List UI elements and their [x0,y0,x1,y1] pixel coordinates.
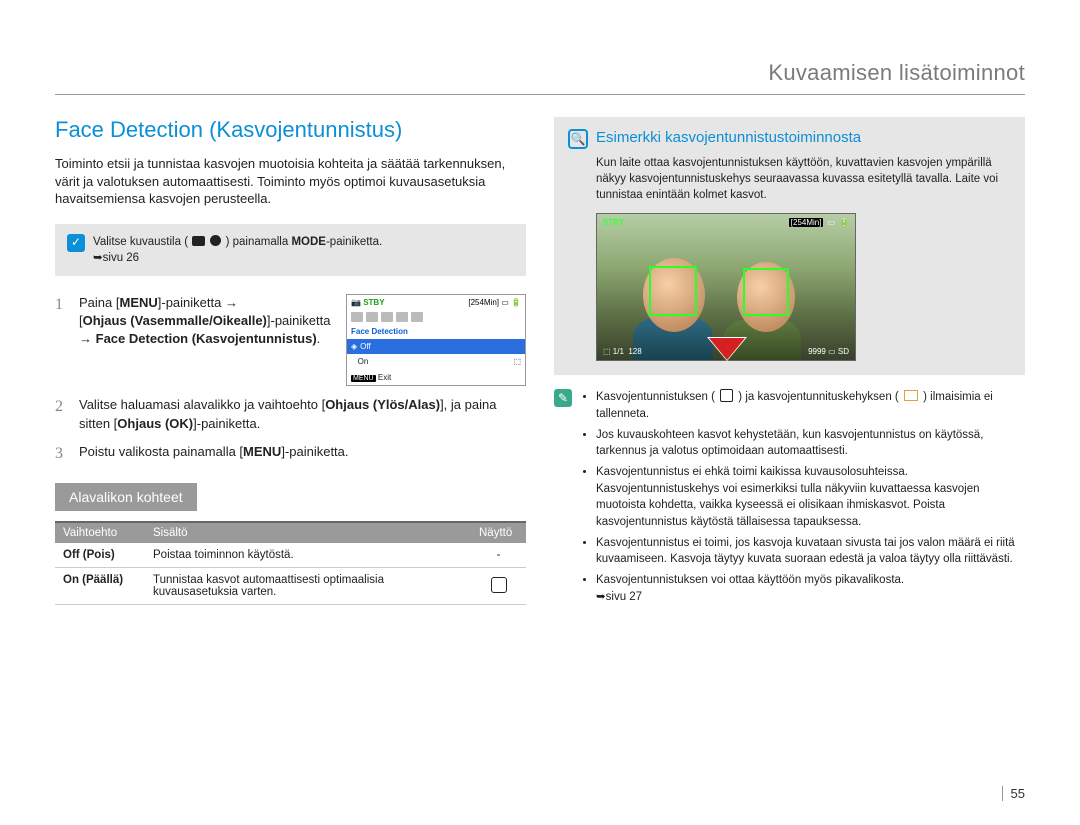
camera-menu-mock: 📷 STBY [254Min] ▭ 🔋 Face Detection ◈ Off… [346,294,526,387]
options-table: Vaihtoehto Sisältö Näyttö Off (Pois) Poi… [55,521,526,605]
step-text: Valitse haluamasi alavalikko ja vaihtoeh… [79,396,526,432]
info-bullet: Kasvojentunnistus ei toimi, jos kasvoja … [596,535,1025,568]
col-display: Näyttö [471,522,526,543]
section-title: Kuvaamisen lisätoiminnot [55,60,1025,95]
info-box: ✎ Kasvojentunnistuksen ( ) ja kasvojentu… [554,389,1025,609]
col-option: Vaihtoehto [55,522,145,543]
note-icon: ✎ [554,389,572,407]
step-text: Paina [MENU]-painiketta → [Ohjaus (Vasem… [79,294,526,387]
menu-option-off[interactable]: ◈ Off [347,339,525,354]
face-detect-icon [491,577,507,593]
info-bullet: Kasvojentunnistus ei ehkä toimi kaikissa… [596,464,1025,531]
feature-title: Face Detection (Kasvojentunnistus) [55,117,526,143]
photo-icon [210,235,221,246]
step-number: 3 [55,443,69,465]
table-row: Off (Pois) Poistaa toiminnon käytöstä. - [55,543,526,568]
check-icon: ✓ [67,234,85,252]
info-lead: Kasvojentunnistuksen ( ) ja kasvojentunn… [596,389,1025,422]
step-number: 1 [55,294,69,387]
magnifier-icon: 🔍 [568,129,588,149]
menu-option-on[interactable]: On ⬚ [347,354,525,369]
face-frame [649,266,697,316]
steps-list: 1 Paina [MENU]-painiketta → [Ohjaus (Vas… [55,294,526,465]
example-title: Esimerkki kasvojentunnistustoiminnosta [596,129,861,146]
step-text: Poistu valikosta painamalla [MENU]-paini… [79,443,526,465]
example-photo: STBY [254Min] ▭🔋 ⬚ 1/1 128 9999 ▭ SD [596,213,856,361]
col-content: Sisältö [145,522,471,543]
face-frame [743,268,789,316]
info-bullet: Kasvojentunnistuksen voi ottaa käyttöön … [596,572,1025,605]
mode-note-box: ✓ Valitse kuvaustila ( ) painamalla MODE… [55,224,526,276]
submenu-header: Alavalikon kohteet [55,483,197,511]
step-number: 2 [55,396,69,432]
page-number: 55 [1002,786,1025,801]
info-bullet: Jos kuvauskohteen kasvot kehystetään, ku… [596,427,1025,460]
face-frame-icon [904,390,918,401]
example-text: Kun laite ottaa kasvojentunnistuksen käy… [568,155,1011,203]
mode-note-text: Valitse kuvaustila ( ) painamalla MODE-p… [93,234,382,266]
feature-intro: Toiminto etsii ja tunnistaa kasvojen muo… [55,155,526,208]
example-box: 🔍 Esimerkki kasvojentunnistustoiminnosta… [554,117,1025,375]
face-detect-icon [720,389,733,402]
video-icon [192,236,205,246]
table-row: On (Päällä) Tunnistaa kasvot automaattis… [55,568,526,605]
